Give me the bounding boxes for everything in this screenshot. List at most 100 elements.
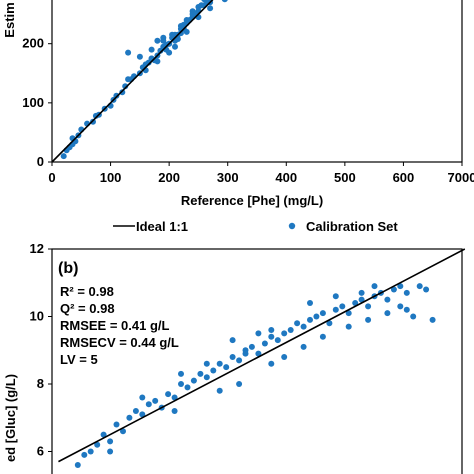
panel-b-point	[255, 330, 262, 337]
panel-b-y-tick-label: 8	[37, 376, 44, 391]
panel-b-point	[223, 364, 230, 371]
panel-a-points	[60, 0, 228, 160]
panel-a-ideal-line	[51, 0, 214, 163]
panel-b-points	[74, 283, 436, 468]
panel-b-point	[120, 428, 126, 435]
panel-b-plot-border	[51, 248, 463, 474]
panel-b-point	[307, 316, 313, 323]
panel-b-point	[397, 303, 404, 310]
panel-b-point	[165, 391, 172, 398]
panel-b-point	[384, 296, 391, 303]
panel-a-point	[119, 89, 126, 96]
panel-a-x-tick-label: 0	[48, 170, 55, 185]
panel-b-point	[403, 289, 410, 296]
panel-a-point	[154, 37, 161, 44]
panel-a-point	[154, 58, 161, 65]
panel-b-point	[429, 316, 436, 323]
panel-a-x-tick-label: 500	[334, 170, 356, 185]
annotation-lv: LV = 5	[60, 352, 98, 367]
panel-b-point	[145, 401, 152, 408]
panel-a-point	[113, 92, 120, 99]
panel-b-plot: 6 8 10 12 ed [Gluc] (g/L) (b) R² = 0.98 Q² …	[3, 241, 466, 474]
panel-b-point	[319, 333, 326, 340]
panel-b-point	[229, 354, 236, 360]
panel-b-point	[139, 411, 146, 418]
panel-a-point	[136, 53, 143, 60]
panel-b-point	[390, 286, 397, 293]
panel-a-x-tick-label: 300	[217, 170, 239, 185]
panel-b-point	[203, 374, 210, 381]
panel-a-plot: 0 100 200 300 400 500 600 7000 0 100 200 Referenc…	[2, 0, 474, 208]
panel-b-point	[358, 296, 365, 303]
panel-b-point	[365, 303, 372, 310]
panel-b-point	[268, 360, 275, 367]
panel-b-point	[332, 306, 339, 313]
panel-b-point	[345, 323, 352, 330]
panel-b-y-tick-label: 12	[30, 241, 44, 256]
legend-calibration-marker	[288, 222, 296, 230]
legend-ideal-label: Ideal 1:1	[136, 219, 188, 234]
panel-a-y-tick-label: 0	[37, 154, 44, 169]
panel-b-point	[365, 316, 372, 323]
panel-b-point	[100, 431, 107, 438]
panel-b-label: (b)	[58, 260, 78, 277]
panel-b-point	[326, 320, 333, 327]
panel-a-point	[172, 43, 178, 50]
panel-a-point	[160, 37, 167, 44]
panel-b-point	[268, 333, 275, 340]
legend: Ideal 1:1 Calibration Set	[113, 219, 398, 234]
panel-b-point	[94, 441, 101, 448]
panel-a-point	[122, 83, 129, 90]
panel-a-x-tick-label: 100	[100, 170, 122, 185]
panel-b-point	[294, 320, 301, 327]
panel-b-point	[171, 394, 178, 401]
panel-b-point	[261, 340, 268, 347]
panel-b-point	[345, 310, 352, 317]
panel-b-point	[242, 350, 249, 357]
panel-a-point	[207, 5, 214, 12]
panel-b-point	[190, 377, 197, 384]
panel-b-y-tick-label: 10	[30, 309, 44, 324]
panel-b-point	[352, 300, 359, 306]
panel-a-point	[198, 2, 205, 9]
panel-b-point	[152, 397, 159, 404]
panel-a-y-tick-label: 100	[22, 95, 44, 110]
panel-b-point	[107, 438, 114, 445]
panel-b-y-ticks: 6 8 10 12	[30, 241, 52, 459]
panel-b-point	[216, 360, 223, 367]
panel-b-point	[268, 327, 275, 333]
annotation-rmsee: RMSEE = 0.41 g/L	[60, 318, 170, 333]
panel-b-point	[423, 286, 430, 293]
panel-b-point	[397, 283, 404, 290]
legend-calibration-label: Calibration Set	[306, 219, 398, 234]
panel-a-x-tick-label: 7000	[448, 170, 474, 185]
panel-b-point	[203, 360, 210, 367]
panel-b-ideal-line	[58, 248, 466, 463]
panel-b-point	[236, 381, 243, 387]
annotation-q2: Q² = 0.98	[60, 301, 115, 316]
panel-b-point	[281, 354, 288, 360]
panel-a-point	[145, 59, 152, 66]
panel-a-x-tick-label: 200	[158, 170, 180, 185]
panel-b-point	[139, 394, 146, 401]
panel-b-point	[339, 303, 346, 310]
panel-b-point	[300, 323, 307, 330]
panel-b-point	[332, 293, 339, 300]
panel-b-point	[384, 310, 391, 317]
panel-a-point	[183, 28, 190, 35]
panel-b-point	[178, 381, 184, 387]
panel-b-point	[132, 408, 139, 414]
panel-b-point	[236, 357, 243, 364]
panel-b-point	[126, 414, 133, 421]
panel-b-point	[107, 448, 114, 455]
panel-a-point	[148, 46, 155, 53]
panel-b-y-tick-label: 6	[37, 444, 44, 459]
panel-b-y-axis-label: ed [Gluc] (g/L)	[3, 374, 18, 462]
panel-b-point	[210, 367, 217, 374]
panel-a-x-axis-label: Reference [Phe] (mg/L)	[181, 193, 323, 208]
panel-b-point	[371, 283, 378, 290]
panel-a-point	[90, 118, 96, 125]
panel-b-point	[184, 384, 191, 391]
panel-a-point	[60, 153, 67, 160]
